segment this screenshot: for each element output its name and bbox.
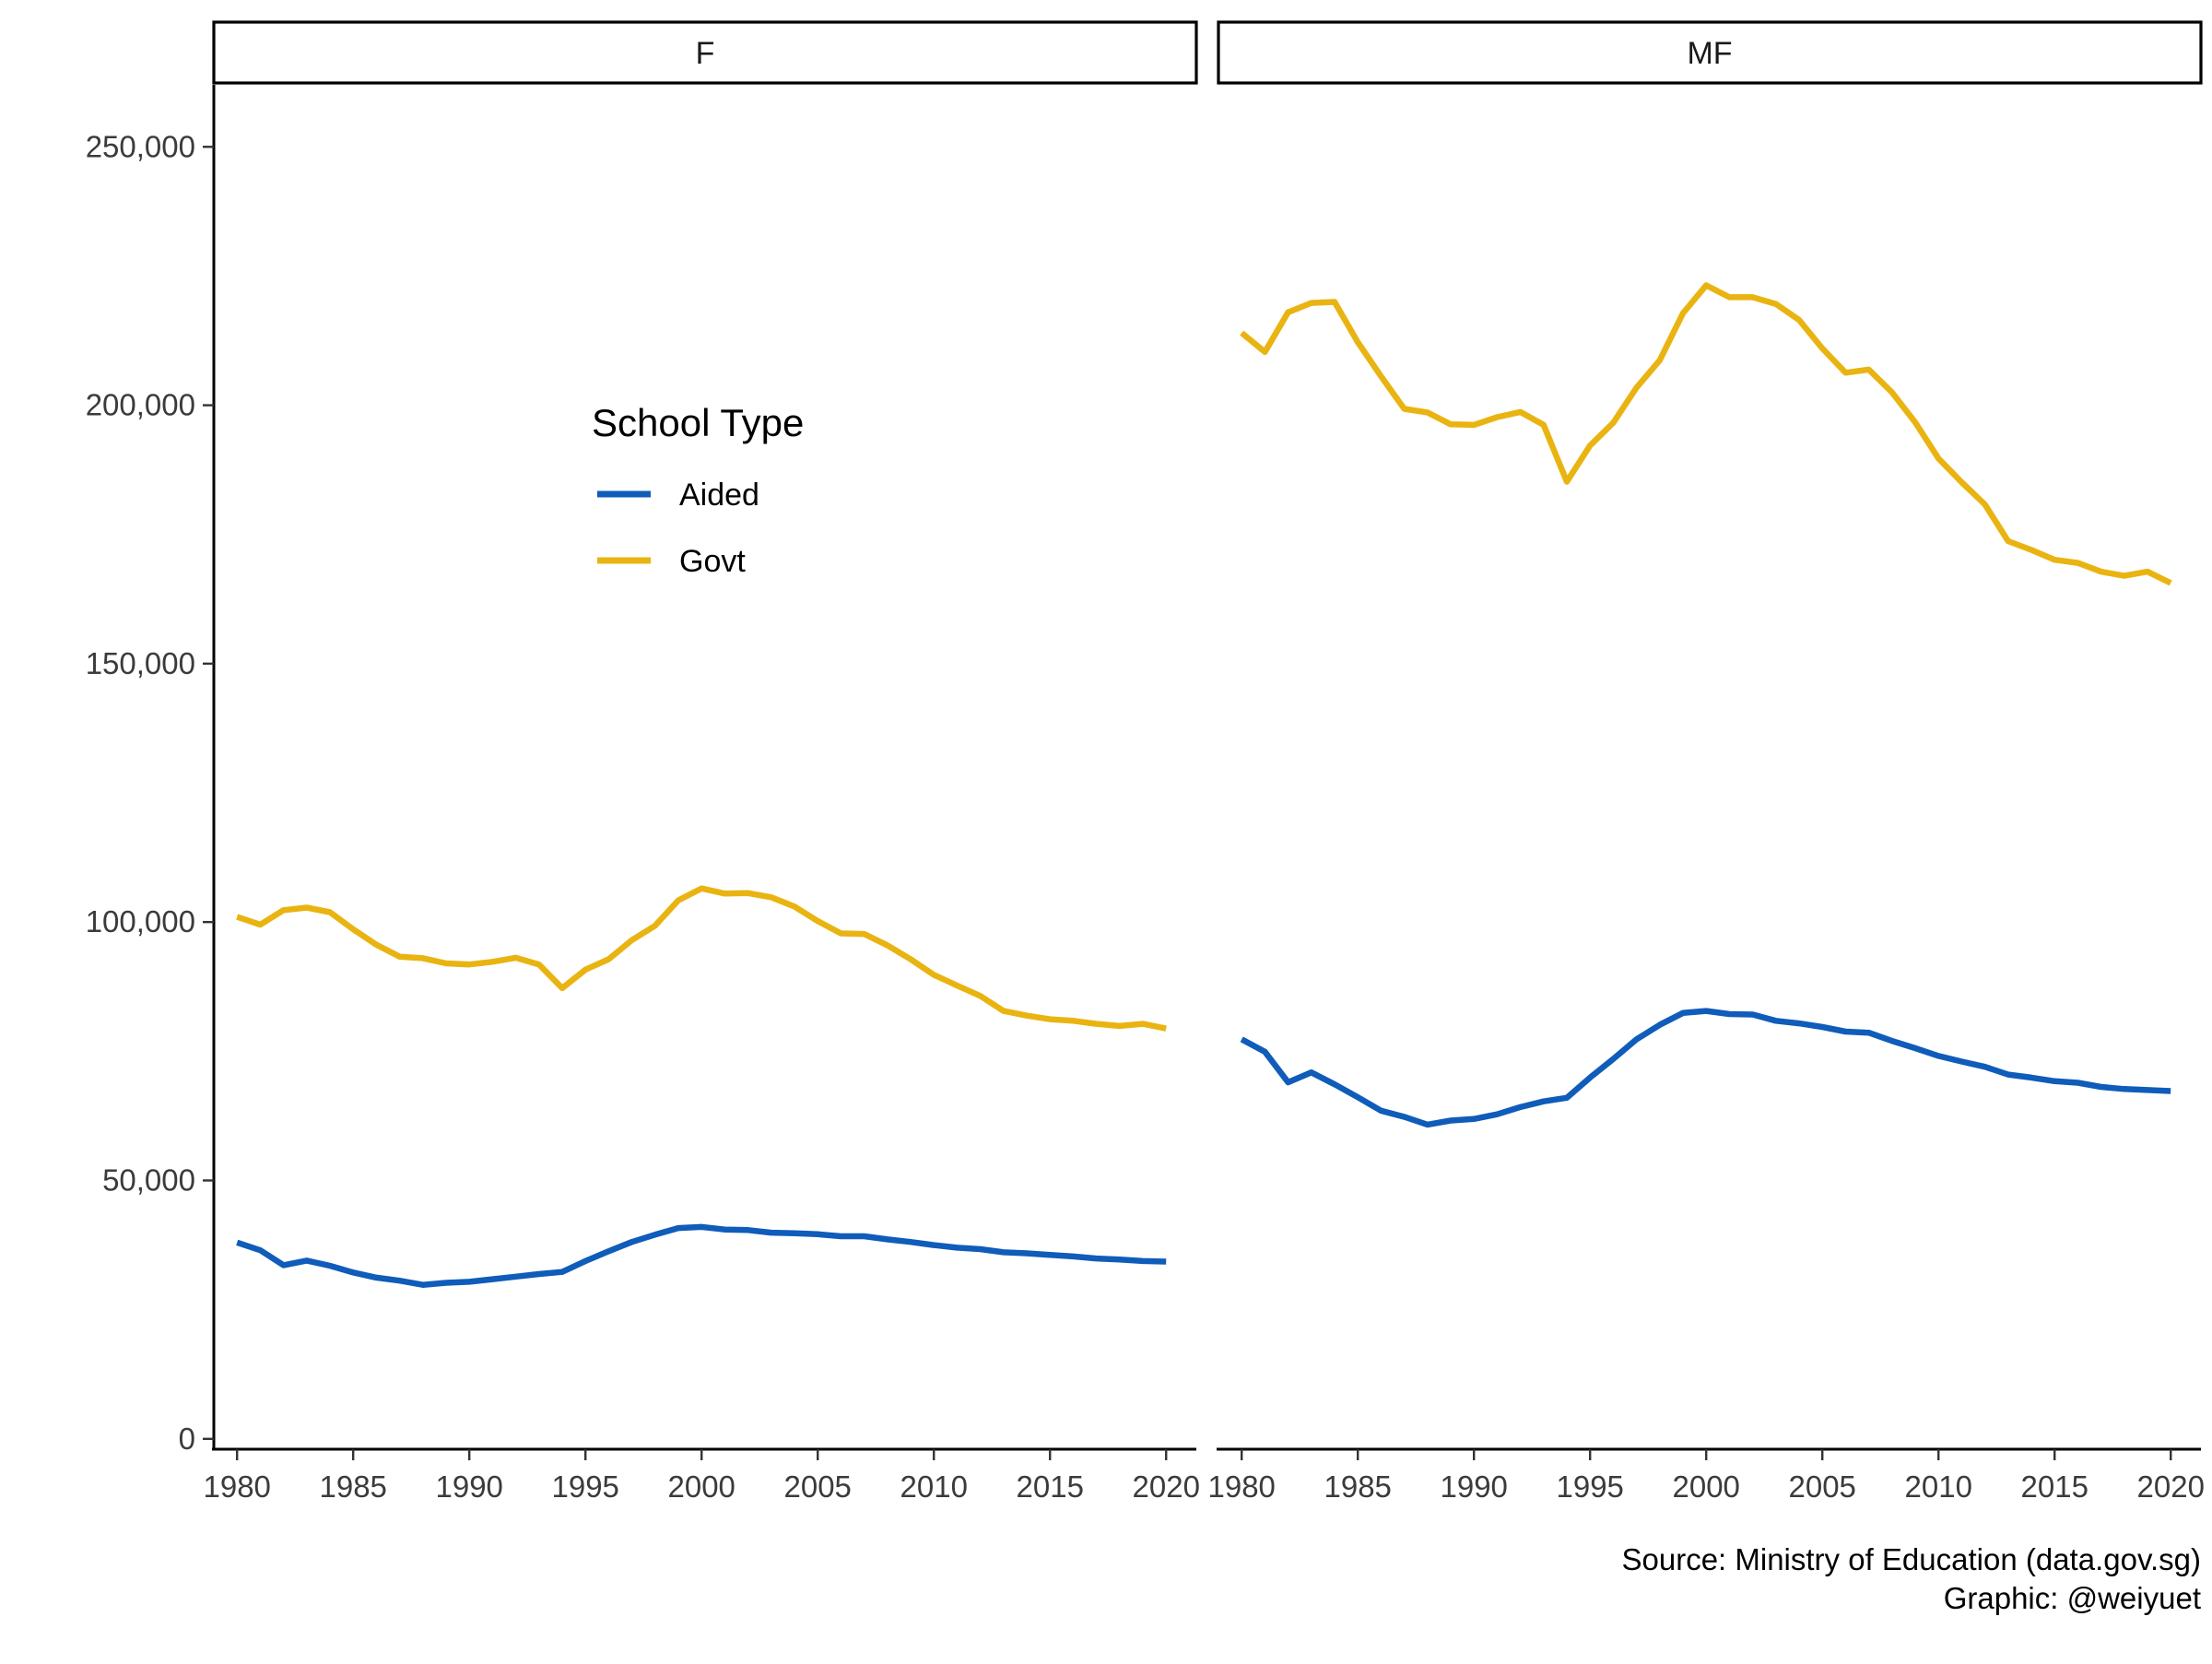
x-tick-label: 1995 (1557, 1469, 1624, 1504)
x-tick-label: 1980 (203, 1469, 270, 1504)
x-tick-label: 2015 (2021, 1469, 2088, 1504)
panel-f: F 0 50,000 100,000 150,000 200,000 250,000 1980… (86, 20, 1200, 1504)
caption-line: Graphic: @weiyuet (1944, 1581, 2201, 1615)
series-line-govt (1240, 282, 2172, 586)
y-tick-label: 250,000 (86, 129, 195, 163)
x-tick-label: 1985 (1324, 1469, 1391, 1504)
legend-label-govt: Govt (679, 544, 746, 579)
x-tick-label: 1985 (319, 1469, 386, 1504)
x-tick-label: 2015 (1017, 1469, 1084, 1504)
panel-mf: MF 1980 1985 1990 1995 2000 2005 2010 2015 2020 (1207, 20, 2205, 1504)
series-line-aided (236, 1223, 1167, 1288)
caption-line: Source: Ministry of Education (data.gov.… (1621, 1542, 2201, 1576)
facet-strip (212, 20, 1198, 85)
x-tick-label: 2005 (1789, 1469, 1856, 1504)
x-tick-label: 2000 (1673, 1469, 1740, 1504)
legend-title: School Type (592, 401, 804, 444)
facet-strip (1217, 20, 2203, 85)
x-tick-label: 1980 (1207, 1469, 1275, 1504)
y-tick-label: 100,000 (86, 904, 195, 938)
facet-strip-label: F (696, 36, 715, 71)
caption: Source: Ministry of Education (data.gov.… (1621, 1542, 2201, 1615)
y-tick-label: 0 (179, 1422, 195, 1456)
series-line-aided (1240, 1008, 2171, 1128)
y-tick-label: 50,000 (102, 1162, 195, 1197)
facet-strip-label: MF (1687, 36, 1732, 71)
legend: School Type Aided Govt (592, 401, 804, 579)
x-tick-label: 2020 (1133, 1469, 1200, 1504)
x-tick-label: 1995 (552, 1469, 619, 1504)
y-tick-label: 150,000 (86, 646, 195, 680)
x-tick-label: 2010 (1905, 1469, 1972, 1504)
x-tick-label: 2010 (900, 1469, 968, 1504)
y-tick-label: 200,000 (86, 388, 195, 422)
x-tick-label: 2005 (784, 1469, 852, 1504)
x-tick-label: 2000 (668, 1469, 735, 1504)
series-line-govt (236, 885, 1167, 1032)
x-tick-label: 1990 (1440, 1469, 1507, 1504)
x-tick-label: 1990 (435, 1469, 502, 1504)
legend-label-aided: Aided (679, 478, 759, 513)
x-tick-label: 2020 (2137, 1469, 2205, 1504)
